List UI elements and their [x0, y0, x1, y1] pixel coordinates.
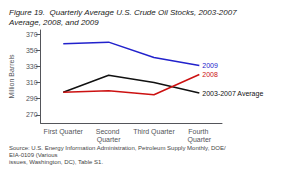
svg-text:EIA-0109 (Various: EIA-0109 (Various [9, 152, 58, 158]
svg-text:Quarter: Quarter [187, 136, 211, 144]
svg-text:370: 370 [26, 31, 38, 38]
svg-text:310: 310 [26, 79, 38, 86]
svg-text:Third Quarter: Third Quarter [133, 128, 175, 136]
svg-text:Quarter: Quarter [97, 136, 121, 144]
svg-text:Average, 2008, and 2009: Average, 2008, and 2009 [8, 18, 99, 27]
svg-text:issues, Washington, DC), Table: issues, Washington, DC), Table S1. [9, 159, 103, 165]
svg-text:Second: Second [96, 128, 122, 135]
svg-text:Figure 19. Quarterly Average: Figure 19. Quarterly Average U.S. Crude … [9, 8, 239, 17]
svg-text:330: 330 [26, 63, 38, 70]
svg-text:2003-2007 Average: 2003-2007 Average [202, 90, 263, 98]
svg-text:2009: 2009 [202, 62, 218, 69]
svg-text:First Quarter: First Quarter [44, 128, 84, 136]
svg-text:350: 350 [26, 47, 38, 54]
svg-text:Million Barrels: Million Barrels [8, 54, 15, 98]
svg-text:Fourth: Fourth [188, 128, 210, 135]
svg-text:270: 270 [26, 111, 38, 118]
svg-text:2008: 2008 [202, 71, 218, 78]
svg-text:Source: U.S. Energy Informatio: Source: U.S. Energy Information Administ… [9, 145, 226, 151]
svg-text:290: 290 [26, 95, 38, 102]
